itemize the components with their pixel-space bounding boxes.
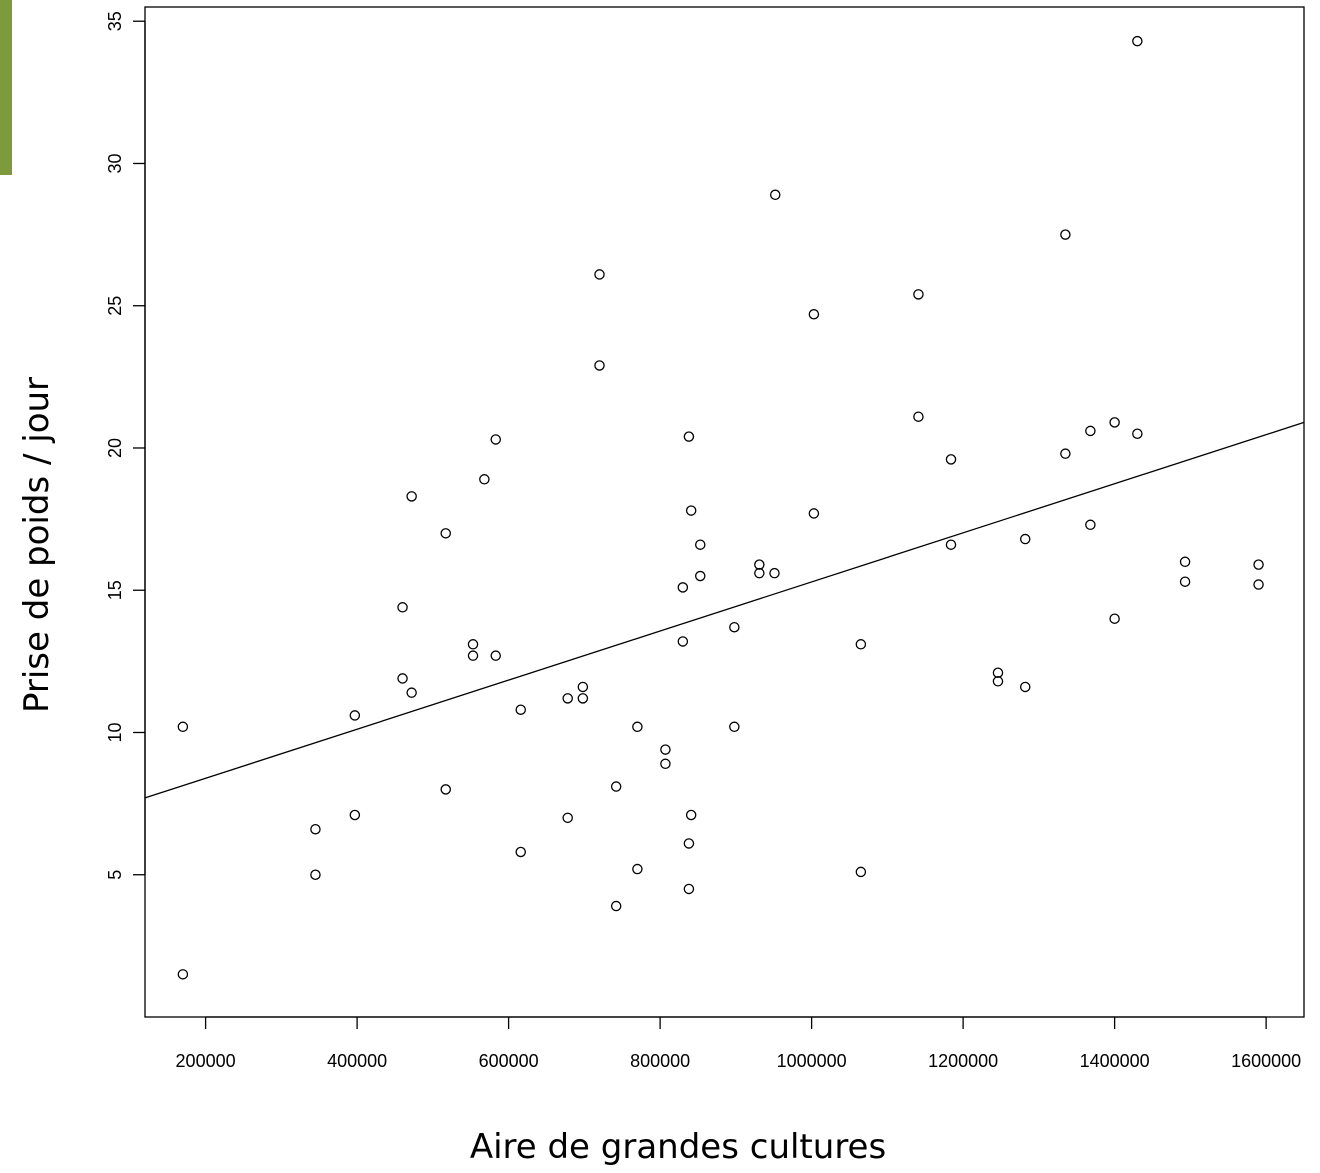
data-point bbox=[349, 710, 361, 721]
data-point bbox=[770, 189, 781, 201]
data-point bbox=[1109, 613, 1120, 624]
data-point bbox=[685, 505, 697, 516]
data-point bbox=[660, 758, 671, 770]
data-point bbox=[808, 309, 820, 320]
y-tick-label: 20 bbox=[105, 438, 125, 458]
regression-line bbox=[144, 421, 1305, 799]
data-point bbox=[1132, 428, 1143, 440]
x-tick-label: 1200000 bbox=[928, 1051, 998, 1071]
data-point bbox=[1109, 417, 1120, 428]
data-point bbox=[660, 744, 671, 755]
x-tick-label: 1000000 bbox=[777, 1051, 847, 1071]
data-point bbox=[1060, 448, 1071, 459]
x-tick-label: 400000 bbox=[327, 1051, 387, 1071]
data-point bbox=[515, 846, 526, 858]
data-point bbox=[467, 639, 479, 650]
x-tick-label: 1600000 bbox=[1231, 1051, 1301, 1071]
data-point bbox=[406, 491, 417, 502]
x-tick-label: 1400000 bbox=[1080, 1051, 1150, 1071]
data-point bbox=[1019, 681, 1031, 693]
x-tick-label: 600000 bbox=[479, 1051, 539, 1071]
data-point bbox=[440, 528, 451, 539]
data-point bbox=[695, 570, 706, 582]
data-point bbox=[1085, 425, 1096, 437]
x-tick-label: 200000 bbox=[176, 1051, 236, 1071]
data-point bbox=[685, 809, 697, 821]
data-point bbox=[769, 567, 780, 579]
data-point bbox=[695, 539, 706, 550]
data-point bbox=[945, 454, 957, 465]
x-axis-ticks: 200000 400000 600000 800000 1000000 1200000 14… bbox=[176, 1017, 1301, 1071]
data-point bbox=[632, 863, 643, 875]
slide-accent-strip bbox=[0, 0, 12, 175]
data-point bbox=[1085, 519, 1096, 531]
data-point bbox=[406, 687, 417, 698]
data-point bbox=[945, 539, 957, 550]
data-point bbox=[310, 869, 321, 880]
y-tick-label: 5 bbox=[105, 870, 125, 880]
data-point bbox=[729, 721, 740, 733]
data-point bbox=[349, 809, 361, 821]
plot-frame bbox=[144, 6, 1305, 1018]
data-point bbox=[913, 411, 924, 422]
data-point bbox=[177, 721, 189, 733]
data-point bbox=[562, 812, 573, 824]
data-point bbox=[515, 704, 526, 715]
data-point bbox=[729, 621, 740, 633]
data-point bbox=[594, 360, 605, 371]
data-point bbox=[490, 434, 501, 445]
y-tick-label: 15 bbox=[105, 580, 125, 600]
data-point bbox=[855, 866, 867, 878]
data-point bbox=[467, 650, 479, 661]
data-point bbox=[992, 676, 1004, 687]
data-point bbox=[855, 639, 867, 650]
data-point bbox=[683, 838, 695, 849]
data-point bbox=[177, 969, 189, 980]
data-point bbox=[754, 559, 765, 570]
data-point bbox=[1060, 229, 1071, 240]
data-point bbox=[490, 650, 501, 661]
data-point bbox=[1019, 533, 1031, 545]
data-point bbox=[594, 269, 605, 280]
data-points bbox=[177, 35, 1264, 980]
y-tick-label: 10 bbox=[105, 722, 125, 742]
y-axis-title: Prise de poids / jour bbox=[17, 377, 57, 713]
data-point bbox=[683, 431, 695, 442]
data-point bbox=[677, 582, 689, 593]
data-point bbox=[992, 667, 1004, 678]
y-tick-label: 25 bbox=[105, 296, 125, 316]
y-tick-label: 30 bbox=[105, 153, 125, 173]
x-axis-title: Aire de grandes cultures bbox=[470, 1127, 886, 1167]
data-point bbox=[440, 784, 451, 795]
data-point bbox=[754, 567, 765, 579]
x-tick-label: 800000 bbox=[630, 1051, 690, 1071]
data-point bbox=[632, 721, 643, 733]
y-tick-label: 35 bbox=[105, 11, 125, 31]
data-point bbox=[913, 289, 924, 300]
data-point bbox=[677, 636, 689, 647]
data-point bbox=[683, 883, 695, 895]
data-point bbox=[1253, 559, 1264, 570]
data-point bbox=[1132, 35, 1143, 47]
data-point bbox=[1179, 576, 1191, 587]
data-point bbox=[577, 693, 589, 704]
data-point bbox=[562, 693, 573, 704]
data-point bbox=[397, 602, 408, 613]
data-point bbox=[808, 508, 820, 519]
data-point bbox=[310, 823, 321, 835]
data-point bbox=[397, 673, 408, 684]
y-axis-ticks: 5 10 15 20 25 30 35 bbox=[105, 11, 145, 880]
data-point bbox=[1253, 579, 1264, 590]
data-point bbox=[577, 681, 589, 693]
data-point bbox=[610, 900, 622, 912]
data-point bbox=[610, 781, 622, 792]
data-point bbox=[479, 474, 490, 485]
data-point bbox=[1179, 556, 1191, 568]
